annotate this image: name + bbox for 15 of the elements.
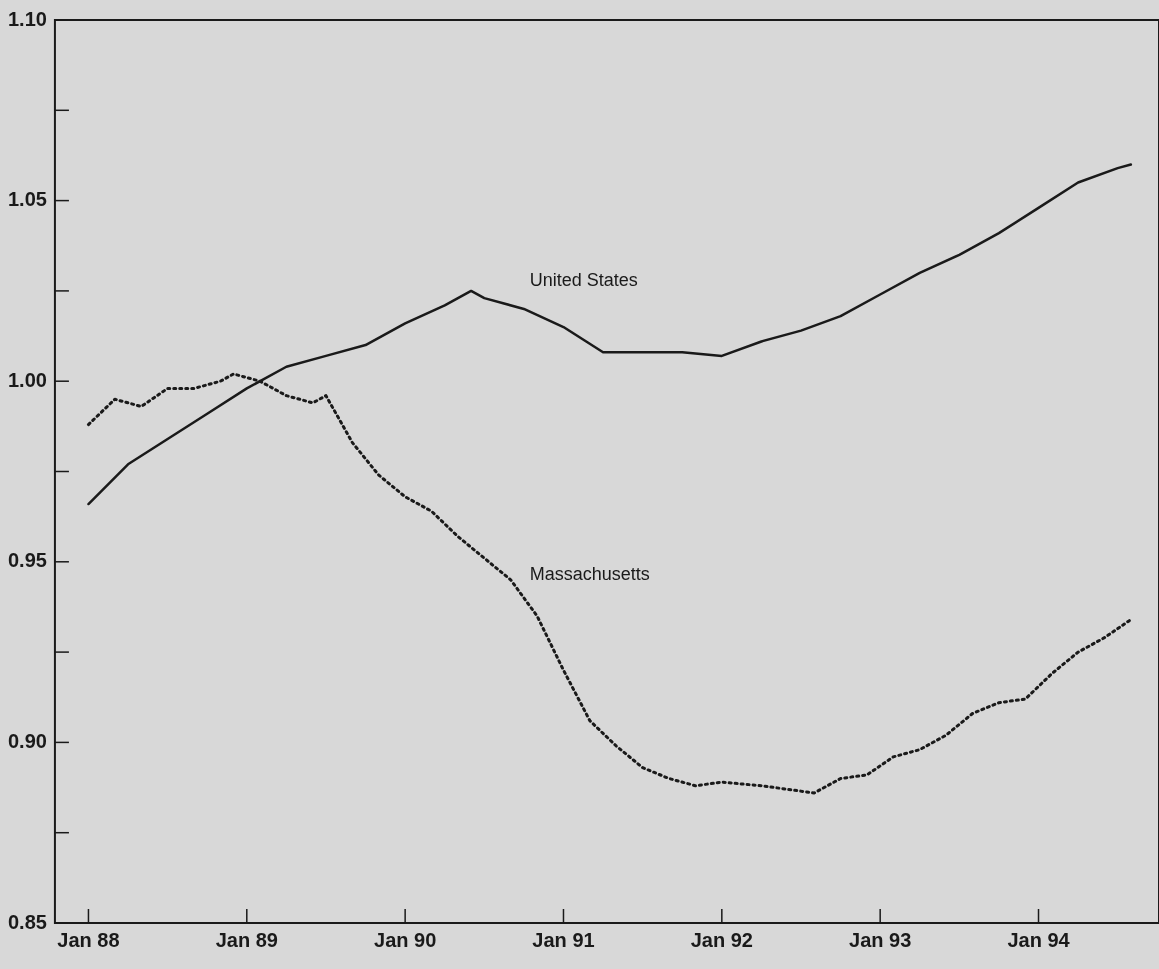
series-label: Massachusetts — [529, 563, 650, 584]
x-tick-label: Jan 93 — [849, 928, 912, 951]
y-tick-label: 0.90 — [7, 729, 47, 752]
x-tick-label: Jan 88 — [57, 928, 120, 951]
x-tick-label: Jan 91 — [532, 928, 595, 951]
y-tick-label: 0.95 — [7, 549, 47, 572]
x-tick-label: Jan 90 — [374, 928, 437, 951]
y-tick-label: 1.00 — [7, 368, 47, 391]
x-tick-label: Jan 92 — [690, 928, 753, 951]
y-tick-label: 1.10 — [7, 7, 47, 30]
y-tick-label: 1.05 — [7, 188, 47, 211]
x-tick-label: Jan 89 — [215, 928, 278, 951]
series-label: United States — [529, 269, 638, 290]
x-tick-label: Jan 94 — [1007, 928, 1071, 951]
y-tick-label: 0.85 — [7, 910, 47, 933]
